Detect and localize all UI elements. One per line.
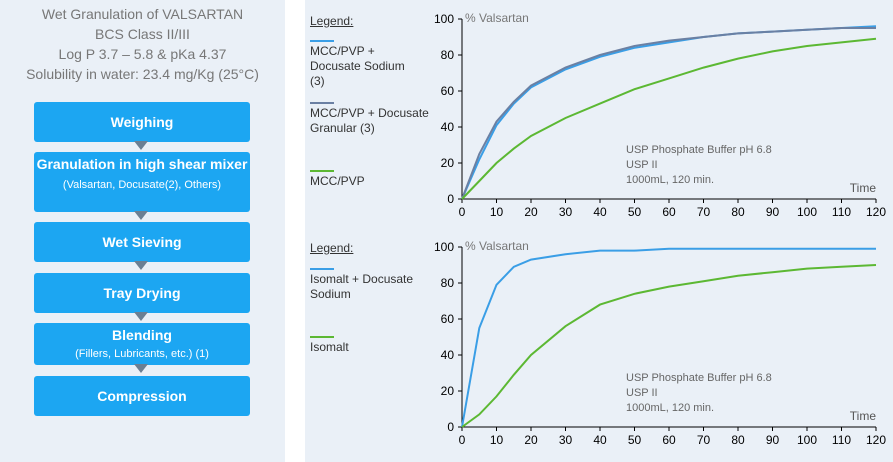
x-tick-label: 40	[593, 205, 607, 219]
legend-label: MCC/PVP + Docusate Granular (3)	[310, 106, 429, 135]
arrow-down-icon	[134, 364, 148, 373]
y-tick-label: 80	[441, 276, 455, 290]
process-panel: Wet Granulation of VALSARTAN BCS Class I…	[0, 0, 285, 462]
step-granulation: Granulation in high shear mixer (Valsart…	[34, 152, 250, 212]
legend-swatch	[310, 40, 334, 42]
charts-panel	[305, 0, 893, 462]
x-tick-label: 110	[832, 205, 851, 219]
step-wet-sieving: Wet Sieving	[34, 222, 250, 262]
x-tick-label: 40	[593, 433, 607, 447]
y-tick-label: 80	[441, 48, 455, 62]
conditions-annotation: USP II	[626, 387, 658, 399]
logp-pka: Log P 3.7 – 5.8 & pKa 4.37	[58, 46, 227, 62]
x-tick-label: 80	[731, 433, 745, 447]
conditions-annotation: 1000mL, 120 min.	[626, 174, 714, 186]
solubility: Solubility in water: 23.4 mg/Kg (25°C)	[26, 66, 259, 82]
y-axis-label: % Valsartan	[465, 239, 529, 253]
x-axis-label: Time	[850, 409, 877, 423]
x-tick-label: 90	[766, 205, 780, 219]
y-tick-label: 60	[441, 84, 455, 98]
y-tick-label: 40	[441, 120, 455, 134]
legend-title-top: Legend:	[310, 14, 354, 28]
legend-swatch	[310, 336, 334, 338]
step-label: Wet Sieving	[102, 234, 182, 250]
step-tray-drying: Tray Drying	[34, 273, 250, 313]
x-tick-label: 120	[866, 433, 886, 447]
y-tick-label: 20	[441, 384, 455, 398]
step-sub: (Valsartan, Docusate(2), Others)	[62, 179, 222, 191]
series-line	[461, 27, 876, 200]
x-tick-label: 0	[459, 433, 466, 447]
y-tick-label: 100	[434, 12, 454, 26]
bcs-class: BCS Class II/III	[95, 26, 190, 42]
x-tick-label: 90	[766, 433, 780, 447]
legend-item: Isomalt + Docusate Sodium	[310, 268, 420, 302]
legend-label: Isomalt	[310, 340, 349, 354]
conditions-annotation: USP Phosphate Buffer pH 6.8	[626, 144, 772, 156]
conditions-annotation: USP Phosphate Buffer pH 6.8	[626, 372, 772, 384]
step-label: Tray Drying	[103, 285, 181, 301]
y-tick-label: 20	[441, 156, 455, 170]
series-line	[461, 37, 877, 200]
x-tick-label: 110	[832, 433, 851, 447]
x-tick-label: 60	[662, 205, 676, 219]
x-tick-label: 70	[697, 205, 711, 219]
legend-label: MCC/PVP + Docusate Sodium (3)	[310, 44, 405, 88]
step-sub: (Fillers, Lubricants, etc.) (1)	[75, 348, 209, 360]
arrow-down-icon	[134, 312, 148, 321]
x-tick-label: 10	[490, 205, 504, 219]
x-tick-label: 20	[524, 433, 538, 447]
y-tick-label: 0	[447, 192, 454, 206]
x-tick-label: 30	[559, 433, 573, 447]
arrow-down-icon	[134, 261, 148, 270]
step-label: Granulation in high shear mixer	[36, 156, 248, 172]
x-tick-label: 50	[628, 205, 642, 219]
step-blending: Blending (Fillers, Lubricants, etc.) (1)	[34, 323, 250, 365]
conditions-annotation: USP II	[626, 159, 658, 171]
y-axis-label: % Valsartan	[465, 11, 529, 25]
legend-label: Isomalt + Docusate Sodium	[310, 272, 414, 301]
step-compression: Compression	[34, 376, 250, 416]
x-tick-label: 70	[697, 433, 711, 447]
legend-swatch	[310, 102, 334, 104]
legend-swatch	[310, 268, 334, 270]
x-tick-label: 20	[524, 205, 538, 219]
legend-item: MCC/PVP + Docusate Granular (3)	[310, 102, 430, 136]
step-label: Blending	[112, 327, 172, 343]
x-tick-label: 0	[459, 205, 466, 219]
legend-swatch	[310, 170, 334, 172]
y-tick-label: 100	[434, 240, 454, 254]
x-tick-label: 60	[662, 433, 676, 447]
y-tick-label: 0	[447, 420, 454, 434]
x-tick-label: 100	[797, 433, 817, 447]
legend-item: Isomalt	[310, 336, 349, 355]
step-label: Compression	[97, 388, 187, 404]
x-tick-label: 50	[628, 433, 642, 447]
series-line	[461, 247, 876, 428]
y-tick-label: 40	[441, 348, 455, 362]
step-weighing: Weighing	[34, 102, 250, 142]
legend-item: MCC/PVP + Docusate Sodium (3)	[310, 40, 420, 89]
conditions-annotation: 1000mL, 120 min.	[626, 402, 714, 414]
x-tick-label: 10	[490, 433, 504, 447]
legend-title-bottom: Legend:	[310, 241, 354, 255]
legend-label: MCC/PVP	[310, 174, 365, 188]
x-tick-label: 120	[866, 205, 886, 219]
x-axis-label: Time	[850, 181, 877, 195]
y-tick-label: 60	[441, 312, 455, 326]
arrow-down-icon	[134, 141, 148, 150]
series-line	[461, 264, 877, 428]
x-tick-label: 30	[559, 205, 573, 219]
x-tick-label: 100	[797, 205, 817, 219]
step-label: Weighing	[110, 114, 174, 130]
arrow-down-icon	[134, 211, 148, 220]
x-tick-label: 80	[731, 205, 745, 219]
legend-item: MCC/PVP	[310, 170, 365, 189]
process-title: Wet Granulation of VALSARTAN	[41, 6, 244, 22]
